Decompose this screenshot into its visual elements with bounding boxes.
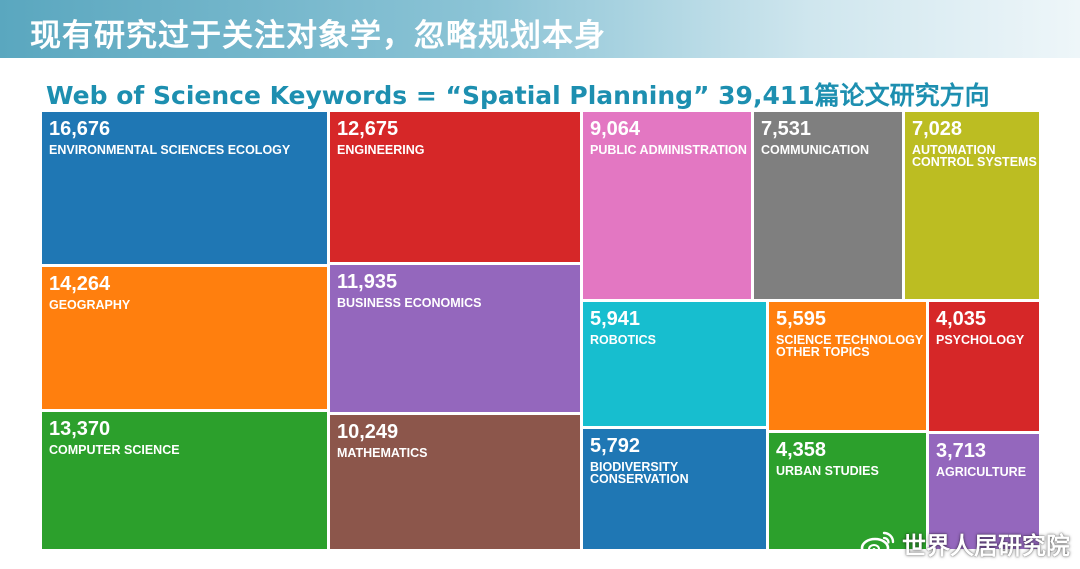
tile-value: 3,713 — [936, 440, 987, 462]
tile-value: 5,941 — [590, 308, 641, 330]
tile-value: 9,064 — [590, 118, 641, 140]
tile-label: COMPUTER SCIENCE — [49, 443, 180, 457]
watermark-text: 世界人居研究院 — [902, 532, 1070, 560]
tile-label: GEOGRAPHY — [49, 298, 131, 312]
treemap-tile: 5,941 ROBOTICS — [583, 302, 769, 429]
treemap-tile: 4,035 PSYCHOLOGY — [929, 302, 1042, 434]
tile-label: PSYCHOLOGY — [936, 333, 1025, 347]
tile-label: SCIENCE TECHNOLOGY OTHER TOPICS — [776, 333, 924, 359]
tile-value: 4,358 — [776, 439, 827, 461]
treemap-tile: 16,676 ENVIRONMENTAL SCIENCES ECOLOGY — [42, 112, 330, 267]
tile-value: 4,035 — [936, 308, 987, 330]
tile-value: 5,792 — [590, 435, 641, 457]
treemap-tile: 3,713 AGRICULTURE — [929, 434, 1042, 552]
tile-value: 16,676 — [49, 118, 111, 140]
treemap-tile: 5,792 BIODIVERSITY CONSERVATION — [583, 429, 769, 552]
tile-label: ROBOTICS — [590, 333, 656, 347]
page-title: 现有研究过于关注对象学，忽略规划本身 — [30, 18, 606, 54]
tile-label: BIODIVERSITY CONSERVATION — [590, 460, 689, 486]
treemap-tile: 9,064 PUBLIC ADMINISTRATION — [583, 112, 754, 302]
treemap-tile: 13,370 COMPUTER SCIENCE — [42, 412, 330, 552]
tile-label: MATHEMATICS — [337, 446, 428, 460]
tile-label: PUBLIC ADMINISTRATION — [590, 143, 747, 157]
watermark: 世界人居研究院 — [860, 526, 1070, 561]
weibo-icon — [860, 531, 895, 558]
tile-value: 7,028 — [912, 118, 963, 140]
treemap-tile: 5,595 SCIENCE TECHNOLOGY OTHER TOPICS — [769, 302, 929, 433]
tile-value: 5,595 — [776, 308, 827, 330]
tile-value: 13,370 — [49, 418, 111, 440]
tile-label: COMMUNICATION — [761, 143, 870, 157]
treemap-tile: 7,531 COMMUNICATION — [754, 112, 905, 302]
tile-label: AUTOMATION CONTROL SYSTEMS — [912, 143, 1037, 169]
tile-label: BUSINESS ECONOMICS — [337, 296, 482, 310]
treemap-tile: 11,935 BUSINESS ECONOMICS — [330, 265, 583, 415]
tile-value: 10,249 — [337, 421, 399, 443]
chart-subtitle: Web of Science Keywords = “Spatial Plann… — [46, 81, 990, 110]
treemap-tile: 12,675 ENGINEERING — [330, 112, 583, 265]
tile-value: 12,675 — [337, 118, 399, 140]
treemap-tile: 14,264 GEOGRAPHY — [42, 267, 330, 412]
treemap-tile: 10,249 MATHEMATICS — [330, 415, 583, 552]
treemap-chart: 16,676 ENVIRONMENTAL SCIENCES ECOLOGY 14,2… — [42, 112, 1042, 552]
treemap-tile: 4,358 URBAN STUDIES — [769, 433, 929, 552]
treemap-tile: 7,028 AUTOMATION CONTROL SYSTEMS — [905, 112, 1042, 302]
tile-label: AGRICULTURE — [936, 465, 1027, 479]
tile-label: ENVIRONMENTAL SCIENCES ECOLOGY — [49, 143, 291, 157]
tile-label: ENGINEERING — [337, 143, 425, 157]
header-banner: 现有研究过于关注对象学，忽略规划本身 — [0, 0, 1080, 58]
tile-value: 7,531 — [761, 118, 812, 140]
tile-value: 11,935 — [337, 271, 398, 293]
tile-label: URBAN STUDIES — [776, 464, 879, 478]
tile-value: 14,264 — [49, 273, 111, 295]
